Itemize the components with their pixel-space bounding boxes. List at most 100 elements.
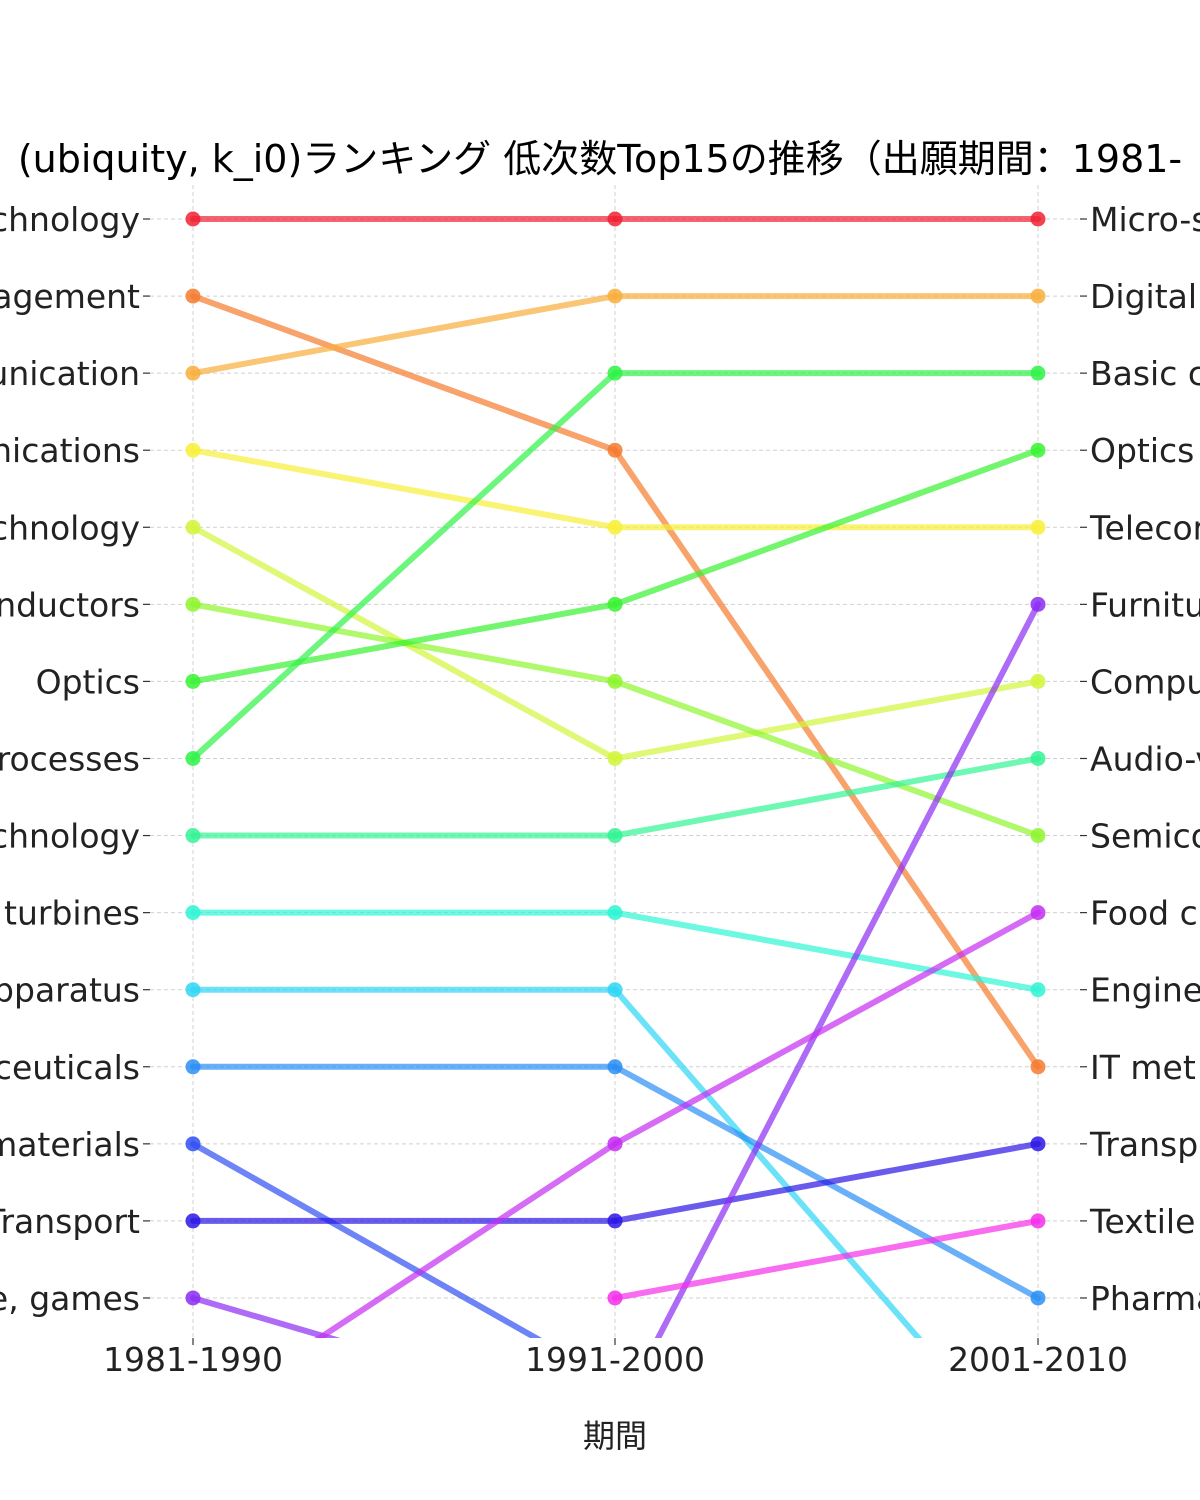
series-line-segment <box>612 1217 1041 1301</box>
series-line-segment <box>314 1140 618 1338</box>
series-line-segment <box>612 678 1041 839</box>
y-tick-label-right: Audio-v <box>1090 739 1200 778</box>
y-tick-label-left: pparatus <box>0 971 140 1010</box>
series-13 <box>185 1136 1046 1229</box>
y-tick-label-right: Food cl <box>1090 894 1200 933</box>
data-point <box>185 442 201 458</box>
y-tick-label-left: chnology <box>0 200 140 239</box>
y-tick-label-left: materials <box>0 1125 140 1164</box>
series-15 <box>314 905 1046 1338</box>
x-tick-label: 1981-1990 <box>103 1340 283 1379</box>
data-point <box>185 828 201 844</box>
series-line-segment <box>190 447 618 531</box>
y-tick-label-left: agement <box>0 277 140 316</box>
data-point <box>185 1059 201 1075</box>
chart-title: (ubiquity, k_i0)ランキング 低次数Top15の推移（出願期間：1… <box>18 137 1182 181</box>
series-9 <box>185 905 1046 998</box>
data-point <box>607 1213 623 1229</box>
y-tick-label-right: Furnitu <box>1090 585 1200 624</box>
y-tick-label-left: Transport <box>0 1202 140 1241</box>
series-2 <box>185 288 1046 381</box>
data-point <box>1030 519 1046 535</box>
y-tick-label-left: nductors <box>0 585 140 624</box>
y-tick-label-left: chnology <box>0 508 140 547</box>
data-point <box>185 982 201 998</box>
series-7 <box>185 365 1046 766</box>
y-tick-label-right: Compu <box>1090 662 1200 701</box>
y-tick-label-left: chnology <box>0 817 140 856</box>
y-tick-label-right: Pharma <box>1090 1279 1200 1318</box>
data-point <box>607 750 623 766</box>
data-point <box>607 982 623 998</box>
data-point <box>185 365 201 381</box>
data-point <box>607 673 623 689</box>
data-point <box>1030 750 1046 766</box>
series-line-segment <box>612 678 1041 762</box>
y-tick-label-left: unication <box>0 354 140 393</box>
series-line-segment <box>612 986 923 1338</box>
series-line-segment <box>190 293 618 377</box>
y-tick-label-right: Engine <box>1090 971 1200 1010</box>
data-point <box>1030 288 1046 304</box>
series-line-segment <box>190 601 618 685</box>
series-12 <box>185 1136 543 1338</box>
x-axis-label: 期間 <box>583 1417 647 1455</box>
data-point <box>607 1059 623 1075</box>
series-line-segment <box>190 1294 341 1338</box>
data-point <box>1030 211 1046 227</box>
data-point <box>185 1213 201 1229</box>
y-tick-label-right: Digital <box>1090 277 1197 316</box>
y-tick-label-right: Textile <box>1089 1202 1195 1241</box>
y-tick-label-left: turbines <box>4 894 140 933</box>
data-point <box>185 905 201 921</box>
data-point <box>185 288 201 304</box>
series-0 <box>185 211 1046 227</box>
y-tick-label-left: e, games <box>0 1279 140 1318</box>
y-tick-label-right: Semico <box>1090 817 1200 856</box>
data-point <box>1030 982 1046 998</box>
data-point <box>607 596 623 612</box>
data-point <box>185 750 201 766</box>
y-tick-label-left: Optics <box>36 662 140 701</box>
x-tick-label: 2001-2010 <box>948 1340 1128 1379</box>
data-point <box>1030 1290 1046 1306</box>
y-tick-label-right: Optics <box>1090 431 1194 470</box>
y-tick-label-left: ceuticals <box>0 1048 140 1087</box>
series-10 <box>185 982 923 1338</box>
series-line-segment <box>612 1140 1041 1224</box>
series-line-segment <box>612 755 1041 839</box>
y-tick-label-left: rocesses <box>0 739 140 778</box>
data-point <box>185 519 201 535</box>
data-point <box>1030 365 1046 381</box>
y-tick-label-left: nications <box>0 431 140 470</box>
data-point <box>1030 673 1046 689</box>
series-16 <box>607 1213 1046 1306</box>
data-point <box>185 1290 201 1306</box>
data-point <box>185 1136 201 1152</box>
data-point <box>607 365 623 381</box>
series-line-segment <box>190 370 618 762</box>
data-point <box>1030 442 1046 458</box>
data-point <box>607 288 623 304</box>
data-point <box>185 673 201 689</box>
data-point <box>1030 1059 1046 1075</box>
y-tick-label-right: Basic c <box>1090 354 1200 393</box>
data-point <box>607 519 623 535</box>
data-point <box>607 1290 623 1306</box>
series-line-segment <box>654 601 1041 1338</box>
data-point <box>607 905 623 921</box>
data-point <box>607 1136 623 1152</box>
data-point <box>607 828 623 844</box>
data-point <box>185 596 201 612</box>
data-point <box>607 442 623 458</box>
series-line-segment <box>612 909 1041 1147</box>
series-line-segment <box>190 293 618 454</box>
y-tick-label-right: Micro-s <box>1090 200 1200 239</box>
x-tick-label: 1991-2000 <box>525 1340 705 1379</box>
data-point <box>1030 828 1046 844</box>
series-6 <box>185 442 1046 689</box>
data-point <box>1030 1136 1046 1152</box>
series-line-segment <box>612 447 1041 608</box>
data-point <box>1030 596 1046 612</box>
